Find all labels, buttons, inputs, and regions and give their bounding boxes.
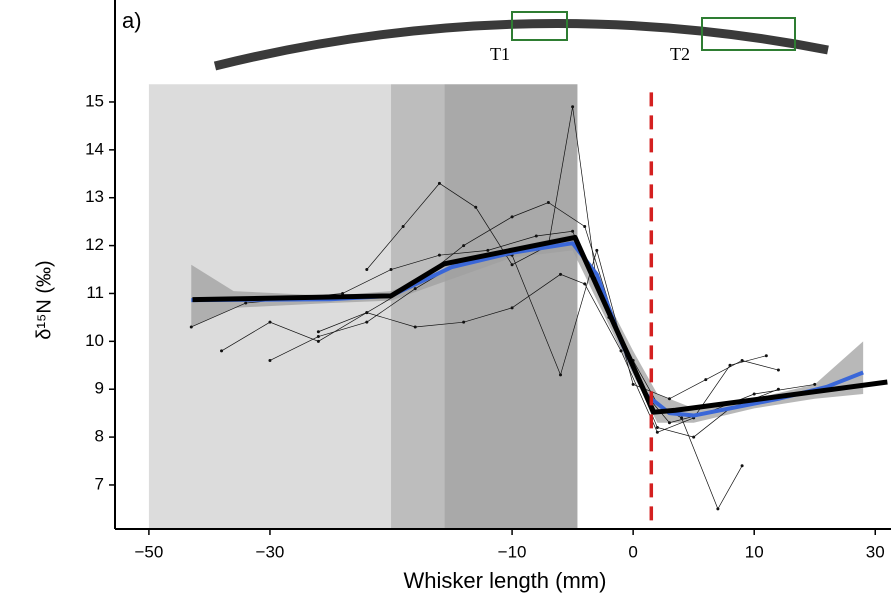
trace-point	[655, 426, 659, 430]
trace-point	[462, 320, 466, 324]
t2-label: T2	[670, 44, 690, 64]
trace-point	[619, 349, 623, 353]
trace-point	[716, 507, 720, 511]
trace-point	[437, 181, 441, 185]
trace-point	[546, 201, 550, 205]
trace-point	[534, 234, 538, 238]
x-tick-label: 10	[745, 542, 764, 561]
t1-box	[511, 11, 568, 41]
trace-point	[268, 320, 272, 324]
trace-point	[365, 311, 369, 315]
t2-box	[701, 17, 796, 51]
trace-point	[571, 229, 575, 233]
trace-point	[268, 358, 272, 362]
trace-point	[413, 287, 417, 291]
trace-point	[389, 268, 393, 272]
trace-point	[728, 363, 732, 367]
trace-point	[437, 253, 441, 257]
y-tick-label: 12	[85, 235, 104, 254]
trace-point	[486, 248, 490, 252]
trace-point	[559, 272, 563, 276]
plot-background	[148, 84, 578, 529]
y-tick-label: 13	[85, 187, 104, 206]
trace-point	[595, 248, 599, 252]
trace-point	[365, 320, 369, 324]
y-tick-label: 11	[86, 283, 104, 302]
y-tick-label: 14	[85, 139, 104, 158]
y-tick-label: 10	[85, 331, 104, 350]
trace-point	[692, 435, 696, 439]
trace-line	[221, 273, 767, 433]
t1-label: T1	[490, 44, 510, 64]
trace-point	[776, 387, 780, 391]
trace-point	[462, 244, 466, 248]
x-tick-label: 30	[866, 542, 885, 561]
whisker-image	[213, 19, 829, 71]
trace-point	[510, 306, 514, 310]
trace-point	[813, 382, 817, 386]
trace-point	[510, 215, 514, 219]
x-tick-label: 0	[628, 542, 637, 561]
y-axis-title: δ¹⁵N (‰)	[33, 260, 55, 339]
x-tick-label: −30	[256, 542, 285, 561]
trace-point	[316, 335, 320, 339]
trace-point	[631, 382, 635, 386]
trace-point	[667, 421, 671, 425]
y-tick-label: 9	[95, 379, 104, 398]
trace-point	[244, 301, 248, 305]
trace-point	[474, 205, 478, 209]
trace-point	[413, 325, 417, 329]
trace-point	[316, 330, 320, 334]
y-tick-label: 15	[85, 91, 104, 110]
trace-point	[740, 358, 744, 362]
trace-point	[365, 268, 369, 272]
shaded-region	[148, 84, 392, 529]
trace-point	[655, 430, 659, 434]
shaded-region	[444, 84, 578, 529]
trace-point	[667, 397, 671, 401]
y-tick-label: 7	[95, 474, 104, 493]
trace-point	[316, 339, 320, 343]
trace-point	[559, 373, 563, 377]
trace-point	[571, 105, 575, 109]
trace-point	[220, 349, 224, 353]
trace-point	[764, 354, 768, 358]
shaded-region	[391, 84, 445, 529]
trace-point	[752, 392, 756, 396]
trace-point	[680, 416, 684, 420]
trace-point	[740, 464, 744, 468]
trace-point	[583, 282, 587, 286]
x-tick-label: −50	[134, 542, 163, 561]
trace-point	[401, 224, 405, 228]
x-axis-title: Whisker length (mm)	[404, 568, 607, 593]
panel-label: a)	[122, 8, 142, 33]
trace-point	[189, 325, 193, 329]
trace-point	[704, 378, 708, 382]
trace-point	[776, 368, 780, 372]
trace-point	[341, 291, 345, 295]
x-tick-label: −10	[498, 542, 527, 561]
trace-point	[583, 224, 587, 228]
y-tick-label: 8	[95, 427, 104, 446]
fit-line	[192, 234, 888, 415]
trace-point	[510, 263, 514, 267]
